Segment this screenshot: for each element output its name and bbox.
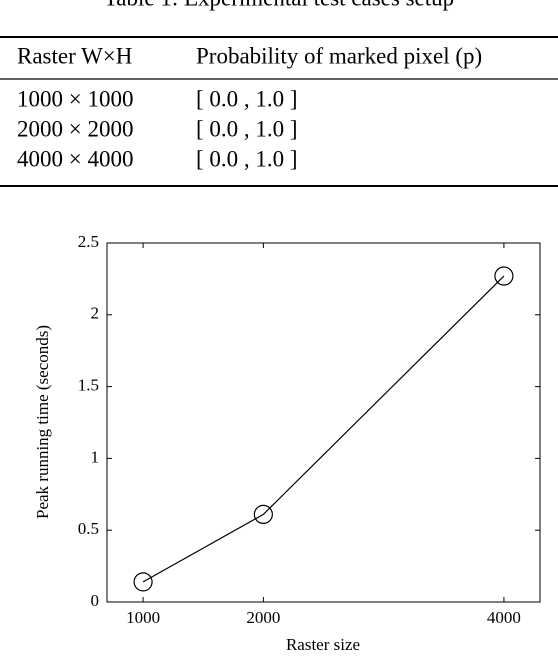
table-header: Raster W×H [17, 43, 132, 68]
table-caption: Table 1: Experimental test cases setup [104, 0, 454, 10]
table-cell: 1000 × 1000 [17, 86, 133, 111]
table-cell: 2000 × 2000 [17, 116, 133, 141]
y-tick-label: 1 [91, 447, 100, 466]
y-tick-label: 2 [91, 304, 100, 323]
x-axis-label: Raster size [286, 635, 360, 654]
y-tick-label: 2.5 [78, 232, 99, 251]
data-line [142, 275, 505, 583]
y-tick-label: 0.5 [78, 519, 99, 538]
data-point [133, 572, 153, 592]
table-cell: 4000 × 4000 [17, 146, 133, 171]
table-cell: [ 0.0 , 1.0 ] [196, 146, 298, 171]
data-point [253, 504, 273, 525]
y-tick-label: 1.5 [78, 376, 99, 395]
x-tick-label: 2000 [246, 608, 280, 627]
plot-frame [106, 242, 541, 603]
data-point [494, 266, 514, 286]
table-cell: [ 0.0 , 1.0 ] [196, 86, 298, 111]
table-cell: [ 0.0 , 1.0 ] [196, 116, 298, 141]
y-tick-label: 0 [91, 591, 100, 610]
x-tick-label: 4000 [487, 608, 521, 627]
x-tick-label: 1000 [126, 608, 160, 627]
table-header: Probability of marked pixel (p) [196, 43, 482, 68]
y-axis-label: Peak running time (seconds) [33, 325, 52, 519]
